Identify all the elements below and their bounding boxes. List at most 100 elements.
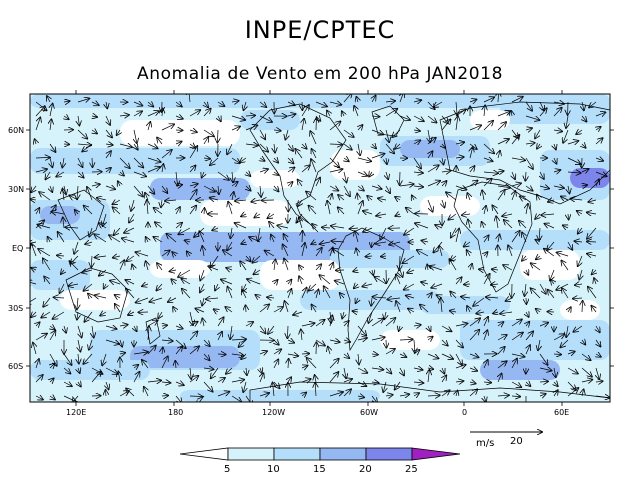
wind-vector [106,151,111,159]
wind-vector [497,190,505,201]
wind-vector [246,305,247,313]
wind-vector [344,158,349,161]
wind-vector [375,242,387,244]
wind-vector [329,144,342,145]
wind-vector [483,179,492,187]
wind-vector [320,242,331,244]
wind-vector [119,115,129,116]
wind-vector [91,255,92,267]
shading-patch [470,110,510,130]
wind-vector [85,242,93,244]
wind-vector [242,290,246,299]
wind-vector [539,108,547,117]
wind-vector [273,349,281,354]
wind-vector [97,198,107,200]
wind-vector [203,129,214,136]
wind-vector [31,268,36,270]
wind-vector [92,130,97,134]
wind-vector [41,311,51,318]
wind-vector [526,204,528,215]
wind-vector [357,158,371,161]
wind-vector [299,265,302,270]
wind-vector [511,354,525,357]
wind-vector [120,260,124,271]
wind-vector [64,116,69,119]
wind-vector [117,130,120,135]
wind-vector [545,224,555,228]
wind-vector [287,102,295,105]
wind-vector [105,186,115,189]
wind-vector [35,396,43,400]
wind-vector [372,96,376,103]
wind-vector [450,292,457,299]
wind-vector [322,227,331,228]
wind-vector [467,193,470,201]
wind-vector [132,265,134,270]
wind-vector [594,278,596,285]
wind-vector [386,129,389,142]
wind-vector [404,227,415,235]
wind-vector [441,120,451,131]
wind-vector [422,241,429,243]
wind-vector [91,102,99,105]
wind-vector [105,129,112,137]
wind-vector [161,251,170,257]
wind-vector [399,326,400,331]
wind-vector [273,307,283,313]
wind-vector [265,251,275,257]
wind-vector [298,199,302,206]
wind-vector [539,227,540,240]
wind-vector [231,380,244,382]
wind-vector [421,282,429,284]
wind-vector [78,368,80,373]
wind-vector [544,249,555,257]
wind-vector [358,353,359,364]
wind-vector [99,269,107,276]
wind-vector [142,360,149,369]
wind-vector [455,157,464,158]
wind-vector [77,129,87,139]
wind-vector [190,367,191,379]
shading-patch [330,150,380,180]
wind-vector [283,245,289,257]
wind-vector [362,284,373,287]
wind-vector [288,377,291,382]
wind-vector [343,379,352,382]
wind-vector [211,367,219,378]
wind-vector [147,381,161,383]
wind-vector [228,202,232,215]
wind-vector [176,207,180,215]
wind-vector [106,101,107,108]
wind-vector [61,270,64,274]
wind-vector [596,179,599,187]
wind-vector [95,256,107,258]
wind-vector [77,297,78,309]
wind-vector [456,116,458,131]
wind-vector [240,158,247,162]
wind-vector [467,250,470,257]
wind-vector [497,361,507,369]
wind-vector [243,381,246,392]
wind-vector [203,185,215,192]
wind-vector [413,130,420,131]
wind-vector [342,111,344,116]
wind-vector [77,144,91,145]
wind-vector [329,186,338,191]
wind-vector [484,252,488,256]
wind-vector [260,185,261,197]
wind-vector [315,375,316,383]
wind-vector [147,144,158,148]
wind-vector [554,382,558,386]
wind-vector [587,227,597,239]
wind-vector [563,129,569,143]
wind-vector [399,255,400,270]
wind-vector [75,210,78,214]
wind-vector [354,284,358,288]
shading-patch [150,260,210,278]
wind-vector [50,364,54,368]
wind-vector [395,381,401,390]
wind-vector [484,395,486,402]
wind-vector [357,382,366,386]
wind-vector [189,130,197,132]
coastline [65,267,129,323]
